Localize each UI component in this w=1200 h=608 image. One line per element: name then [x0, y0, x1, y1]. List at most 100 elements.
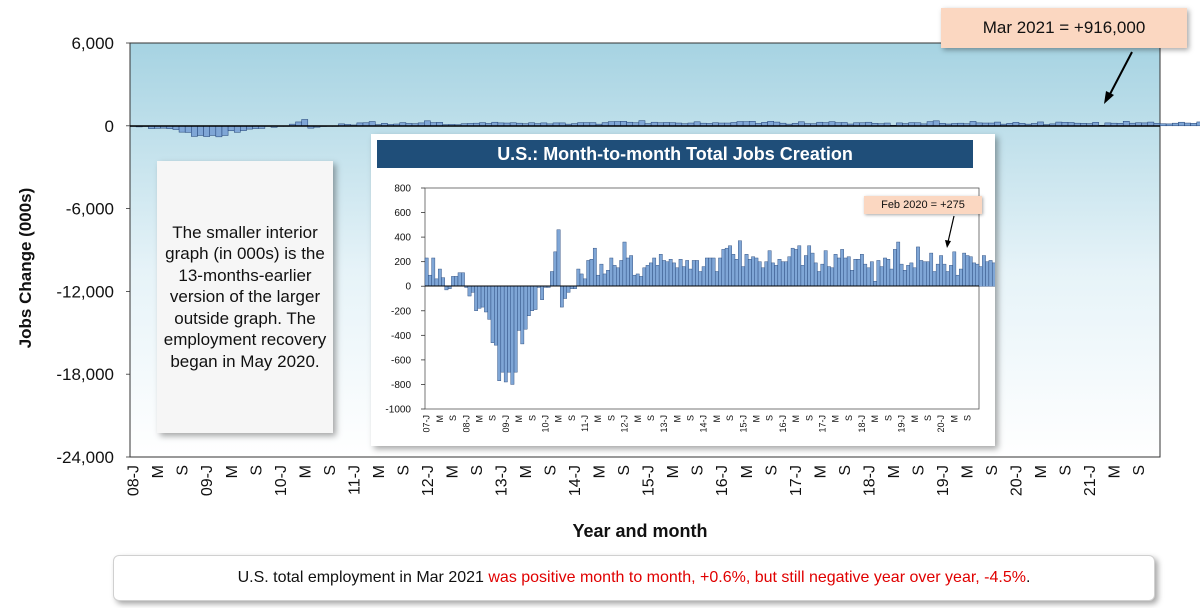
main-x-tick-label: M — [665, 465, 682, 478]
inset-bar — [866, 267, 871, 287]
inset-bar — [754, 257, 759, 287]
main-x-tick-label: 09-J — [199, 465, 216, 496]
inset-bar — [912, 267, 917, 287]
inset-bar — [503, 286, 508, 383]
main-bar — [215, 125, 223, 138]
main-callout-arrowhead — [1104, 91, 1114, 104]
bottom-summary: U.S. total employment in Mar 2021 was po… — [113, 555, 1155, 601]
inset-bar — [767, 250, 772, 287]
main-bar — [614, 121, 621, 127]
inset-bar — [447, 286, 452, 289]
inset-bar — [876, 260, 881, 287]
inset-bar — [563, 286, 567, 299]
main-y-tick-label: -24,000 — [56, 448, 114, 467]
inset-bar — [665, 261, 670, 287]
inset-x-tick-label: M — [949, 415, 959, 423]
inset-x-tick-label: 13-J — [659, 415, 669, 433]
main-x-tick-label: M — [371, 465, 388, 478]
main-x-tick-label: 18-J — [861, 465, 878, 496]
inset-bar — [566, 286, 571, 293]
inset-bar — [813, 262, 818, 287]
inset-bar — [530, 286, 535, 311]
inset-bar — [662, 260, 666, 287]
inset-bar — [428, 274, 432, 287]
inset-bar — [780, 261, 785, 287]
main-bar — [209, 125, 217, 136]
main-x-tick-label: S — [1131, 465, 1148, 476]
inset-bar — [622, 241, 627, 287]
inset-bar — [437, 268, 442, 287]
inset-x-tick-label: 10-J — [540, 415, 550, 433]
main-y-tick-label: 0 — [105, 117, 114, 136]
inset-x-tick-label: S — [725, 415, 735, 421]
inset-bar — [846, 256, 851, 287]
main-bar — [969, 121, 977, 127]
inset-y-tick-label: -1000 — [385, 405, 411, 416]
main-bar — [203, 125, 210, 137]
bottom-summary-prefix: U.S. total employment in Mar 2021 — [237, 569, 489, 586]
inset-bar — [711, 257, 716, 287]
inset-bar — [487, 286, 492, 320]
inset-bar — [896, 241, 901, 287]
inset-bar — [962, 252, 967, 287]
inset-y-tick-label: -400 — [391, 331, 411, 342]
main-x-tick-label: M — [444, 465, 461, 478]
inset-bar — [454, 276, 459, 287]
inset-bar — [632, 274, 637, 287]
main-x-tick-label: S — [175, 465, 192, 476]
inset-bar — [477, 286, 482, 309]
inset-x-tick-label: 09-J — [501, 415, 511, 433]
bottom-summary-suffix: . — [1025, 569, 1031, 586]
main-bar — [301, 119, 309, 127]
inset-x-tick-label: 08-J — [461, 415, 471, 433]
main-x-tick-label: M — [150, 465, 167, 478]
inset-bar — [629, 255, 633, 287]
main-x-tick-label: M — [1033, 465, 1050, 478]
main-bar — [368, 121, 376, 127]
main-x-tick-label: M — [739, 465, 756, 478]
inset-bar — [939, 255, 943, 287]
inset-y-tick-label: 0 — [405, 282, 411, 293]
inset-bar — [695, 260, 699, 287]
inset-chart-title: U.S.: Month-to-month Total Jobs Creation — [377, 140, 973, 168]
main-x-tick-label: S — [1058, 465, 1075, 476]
inset-bar — [497, 286, 502, 381]
inset-bar — [533, 286, 538, 310]
inset-bar — [714, 271, 719, 287]
main-bar — [1172, 122, 1179, 127]
main-bar — [1184, 122, 1191, 127]
y-axis-title: Jobs Change (000s) — [16, 187, 35, 349]
inset-bar — [579, 273, 584, 287]
inset-bar — [609, 257, 614, 287]
inset-x-tick-label: S — [606, 415, 616, 421]
main-x-tick-label: S — [469, 465, 486, 476]
inset-bar — [701, 266, 706, 287]
inset-y-tick-label: 400 — [394, 233, 411, 244]
inset-bar — [731, 254, 736, 287]
inset-bar — [784, 261, 788, 287]
inset-chart-panel: 800 600 400 200 0 -200 -400 -600 -800 -1000 07-J M… — [371, 134, 995, 446]
inset-bar — [602, 273, 607, 287]
inset-x-tick-label: 19-J — [897, 415, 907, 433]
main-x-tick-label: S — [984, 465, 1001, 476]
main-x-tick-label: M — [224, 465, 241, 478]
inset-bar — [949, 265, 953, 287]
inset-bar — [527, 286, 531, 316]
inset-x-tick-label: S — [448, 415, 458, 421]
main-x-tick-label: M — [297, 465, 314, 478]
inset-bar — [902, 270, 907, 287]
inset-bar — [942, 263, 947, 287]
inset-x-tick-label: S — [963, 415, 973, 421]
inset-x-tick-label: 16-J — [778, 415, 788, 433]
main-bar — [1122, 121, 1130, 127]
inset-bar — [840, 249, 844, 287]
main-x-tick-label: 21-J — [1082, 465, 1099, 496]
inset-bar — [616, 267, 620, 287]
inset-bar — [424, 257, 429, 287]
inset-bar — [985, 261, 990, 287]
main-x-tick-label: S — [690, 465, 707, 476]
inset-bar — [451, 276, 455, 287]
bottom-summary-highlight: was positive month to month, +0.6%, but … — [488, 569, 1026, 586]
inset-bar — [470, 286, 475, 293]
inset-x-tick-label: 12-J — [620, 415, 630, 433]
